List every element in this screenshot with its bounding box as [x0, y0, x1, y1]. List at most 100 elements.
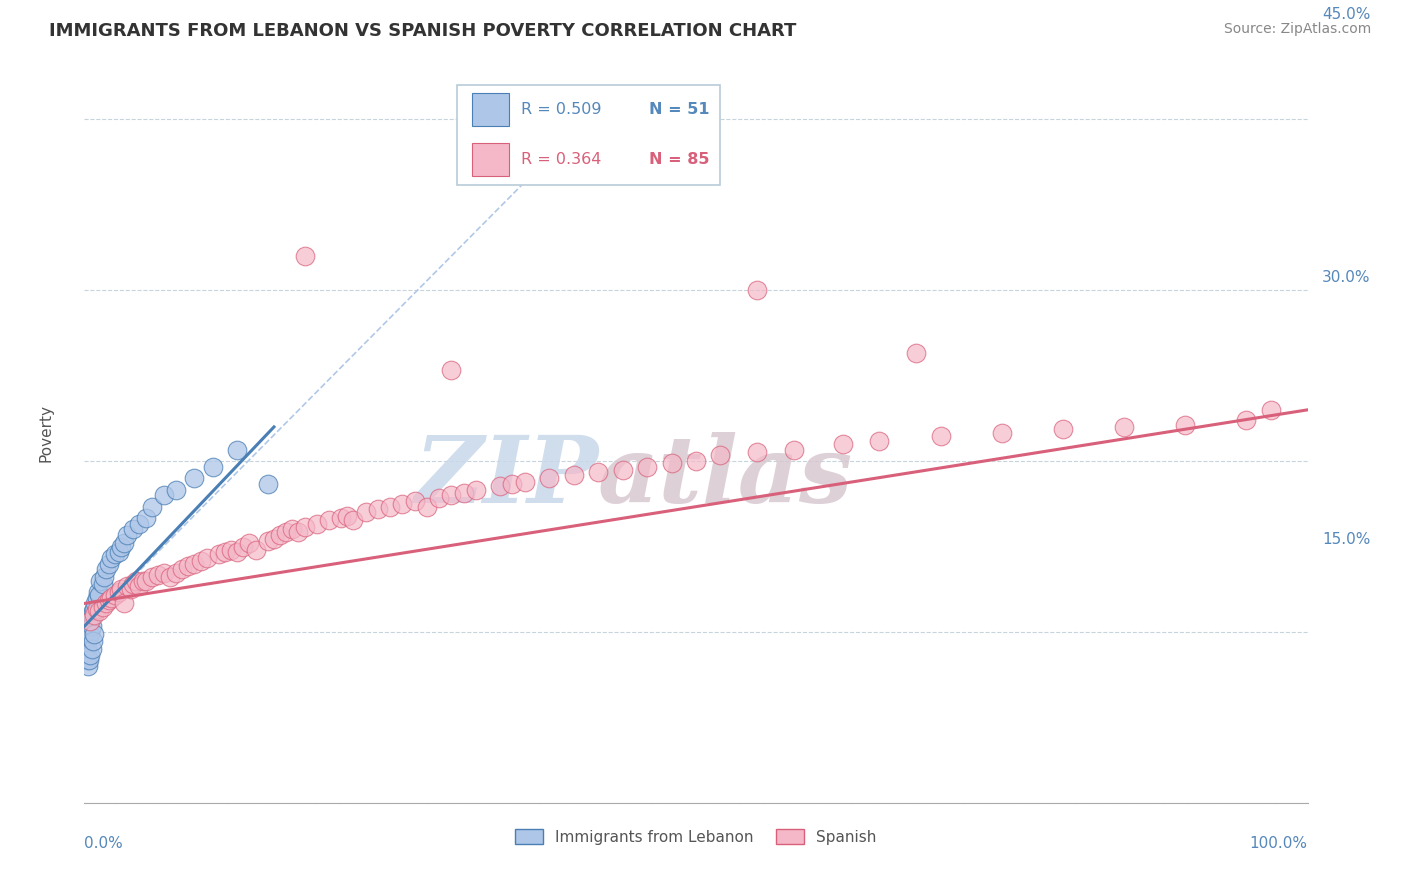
Point — [263, 532, 285, 546]
Point — [115, 579, 138, 593]
Point — [276, 524, 298, 539]
Point — [183, 557, 205, 571]
Point — [991, 425, 1014, 440]
Point — [76, 639, 98, 653]
Point — [201, 459, 224, 474]
Point — [141, 500, 163, 514]
Text: R = 0.364: R = 0.364 — [522, 153, 602, 167]
Point — [391, 497, 413, 511]
Text: 45.0%: 45.0% — [1322, 7, 1371, 21]
Point — [1052, 422, 1074, 436]
Point — [91, 599, 114, 614]
Point — [75, 636, 97, 650]
Point — [1236, 413, 1258, 427]
Point — [336, 508, 359, 523]
Text: IMMIGRANTS FROM LEBANON VS SPANISH POVERTY CORRELATION CHART: IMMIGRANTS FROM LEBANON VS SPANISH POVER… — [49, 22, 797, 40]
Point — [77, 624, 100, 639]
Point — [612, 463, 634, 477]
Point — [153, 566, 176, 580]
Point — [76, 653, 98, 667]
Point — [177, 558, 200, 573]
Point — [165, 483, 187, 497]
Text: 30.0%: 30.0% — [1322, 269, 1371, 285]
Point — [636, 459, 658, 474]
Point — [257, 476, 280, 491]
Point — [586, 466, 609, 480]
Legend: Immigrants from Lebanon, Spanish: Immigrants from Lebanon, Spanish — [509, 822, 883, 851]
Point — [1174, 417, 1197, 432]
Point — [104, 589, 127, 603]
Point — [562, 467, 585, 482]
Point — [747, 283, 769, 297]
Point — [159, 570, 181, 584]
Point — [83, 607, 105, 622]
Point — [112, 536, 135, 550]
Point — [76, 627, 98, 641]
Point — [404, 494, 426, 508]
Point — [82, 634, 104, 648]
Point — [831, 437, 853, 451]
Point — [77, 631, 100, 645]
Point — [80, 642, 103, 657]
Point — [125, 574, 148, 588]
Point — [86, 591, 108, 605]
Point — [75, 631, 97, 645]
Point — [83, 627, 105, 641]
Point — [232, 540, 254, 554]
Point — [79, 648, 101, 662]
Point — [464, 483, 486, 497]
Point — [96, 597, 118, 611]
Point — [747, 445, 769, 459]
Point — [685, 454, 707, 468]
Point — [783, 442, 806, 457]
Point — [929, 429, 952, 443]
Point — [76, 645, 98, 659]
Point — [89, 574, 111, 588]
Point — [76, 634, 98, 648]
Point — [453, 486, 475, 500]
Point — [132, 574, 155, 588]
Point — [75, 624, 97, 639]
Point — [354, 505, 377, 519]
Point — [219, 543, 242, 558]
Point — [86, 602, 108, 616]
Point — [80, 607, 103, 622]
Point — [367, 502, 389, 516]
Point — [128, 579, 150, 593]
Point — [91, 577, 114, 591]
Point — [586, 163, 609, 178]
Point — [110, 540, 132, 554]
Point — [416, 500, 439, 514]
Point — [97, 593, 120, 607]
Text: 0.0%: 0.0% — [84, 836, 124, 851]
Point — [165, 566, 187, 580]
Point — [97, 557, 120, 571]
Point — [709, 449, 731, 463]
Point — [226, 545, 249, 559]
Point — [107, 545, 129, 559]
Point — [115, 528, 138, 542]
Point — [440, 363, 463, 377]
Point — [79, 614, 101, 628]
Text: R = 0.509: R = 0.509 — [522, 103, 602, 117]
Point — [80, 619, 103, 633]
Text: 100.0%: 100.0% — [1250, 836, 1308, 851]
Point — [122, 523, 145, 537]
Point — [135, 574, 157, 588]
Point — [869, 434, 891, 448]
Point — [440, 488, 463, 502]
Point — [538, 471, 561, 485]
Point — [305, 516, 328, 531]
Point — [342, 513, 364, 527]
Point — [75, 648, 97, 662]
Point — [214, 545, 236, 559]
Point — [245, 543, 267, 558]
Point — [112, 597, 135, 611]
Point — [77, 653, 100, 667]
Point — [226, 442, 249, 457]
Point — [287, 524, 309, 539]
Point — [100, 591, 122, 605]
Point — [294, 249, 316, 263]
Text: ZIP: ZIP — [413, 432, 598, 522]
Point — [87, 589, 110, 603]
